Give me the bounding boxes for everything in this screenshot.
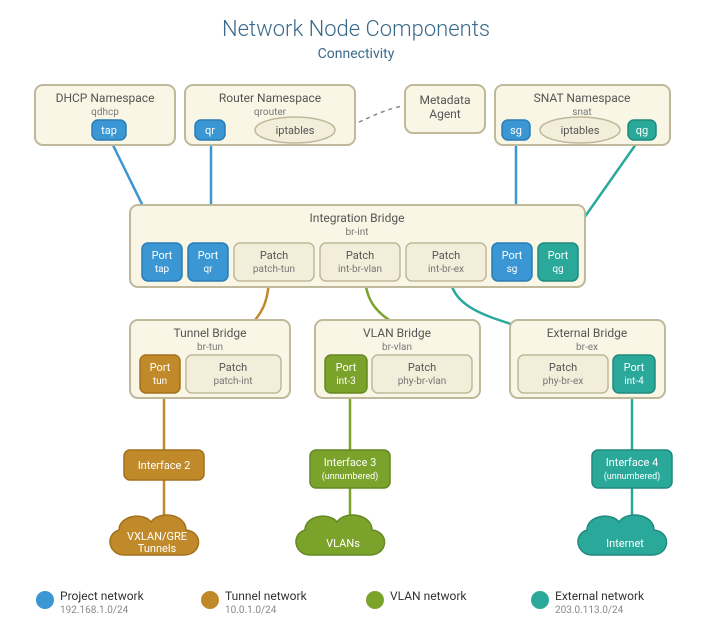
svg-text:patch-int: patch-int	[213, 376, 252, 387]
external-bridge: External Bridge br-ex Patch phy-br-ex Po…	[510, 320, 665, 398]
svg-text:VLAN Bridge: VLAN Bridge	[363, 326, 431, 340]
svg-text:sg: sg	[510, 124, 522, 137]
svg-text:Internet: Internet	[606, 537, 644, 550]
diagram-svg: Network Node Components Connectivity DHC…	[0, 0, 712, 637]
svg-text:203.0.113.0/24: 203.0.113.0/24	[555, 605, 624, 616]
svg-text:tap: tap	[101, 124, 117, 137]
legend-circle-external	[531, 591, 549, 609]
svg-text:Agent: Agent	[429, 107, 461, 121]
svg-text:Integration Bridge: Integration Bridge	[310, 211, 405, 225]
svg-text:Router Namespace: Router Namespace	[219, 91, 321, 105]
svg-text:iptables: iptables	[561, 124, 600, 137]
svg-text:(unnumbered): (unnumbered)	[322, 471, 379, 482]
svg-text:Interface 3: Interface 3	[324, 456, 377, 469]
svg-text:int-3: int-3	[336, 376, 356, 387]
metadata-agent: Metadata Agent	[405, 85, 485, 133]
svg-text:br-vlan: br-vlan	[382, 342, 412, 353]
svg-text:Patch: Patch	[219, 361, 247, 374]
svg-text:Tunnel network: Tunnel network	[225, 589, 308, 603]
svg-text:phy-br-ex: phy-br-ex	[543, 376, 584, 387]
svg-text:Port: Port	[336, 361, 357, 374]
interface-2: Interface 2	[124, 450, 204, 480]
svg-text:qg: qg	[636, 124, 648, 137]
svg-text:Patch: Patch	[549, 361, 577, 374]
dhcp-namespace: DHCP Namespace qdhcp tap	[35, 85, 175, 145]
svg-text:Port: Port	[198, 249, 219, 262]
svg-text:qdhcp: qdhcp	[91, 107, 119, 118]
svg-text:10.0.1.0/24: 10.0.1.0/24	[225, 605, 277, 616]
svg-text:qr: qr	[205, 124, 215, 137]
interface-4: Interface 4 (unnumbered)	[592, 450, 672, 488]
svg-text:Tunnels: Tunnels	[138, 542, 177, 555]
tunnel-bridge: Tunnel Bridge br-tun Port tun Patch patc…	[130, 320, 290, 398]
svg-text:tap: tap	[155, 264, 170, 275]
page-title: Network Node Components	[222, 17, 490, 42]
svg-text:qrouter: qrouter	[254, 107, 287, 118]
svg-text:br-ex: br-ex	[576, 342, 598, 353]
svg-text:Port: Port	[624, 361, 645, 374]
svg-text:sg: sg	[507, 264, 518, 275]
snat-namespace: SNAT Namespace snat sg iptables qg	[495, 85, 670, 145]
vlan-bridge: VLAN Bridge br-vlan Port int-3 Patch phy…	[315, 320, 480, 398]
svg-text:tun: tun	[153, 376, 167, 387]
svg-text:(unnumbered): (unnumbered)	[604, 471, 661, 482]
svg-text:VLAN network: VLAN network	[390, 589, 467, 603]
legend-circle-tunnel	[201, 591, 219, 609]
svg-text:br-tun: br-tun	[197, 342, 223, 353]
svg-text:phy-br-vlan: phy-br-vlan	[398, 376, 447, 387]
svg-text:int-br-vlan: int-br-vlan	[338, 264, 382, 275]
svg-text:iptables: iptables	[276, 124, 315, 137]
router-namespace: Router Namespace qrouter qr iptables	[185, 85, 355, 145]
svg-text:int-br-ex: int-br-ex	[428, 264, 464, 275]
vxlan-cloud: VXLAN/GRE Tunnels	[110, 515, 199, 555]
svg-text:Interface 2: Interface 2	[138, 459, 191, 472]
svg-text:br-int: br-int	[346, 227, 369, 238]
svg-text:int-4: int-4	[624, 376, 644, 387]
svg-text:Patch: Patch	[346, 249, 374, 262]
integration-bridge: Integration Bridge br-int Port tap Port …	[130, 205, 585, 287]
svg-text:Port: Port	[150, 361, 171, 374]
page-subtitle: Connectivity	[318, 46, 395, 62]
svg-text:VLANs: VLANs	[326, 537, 360, 550]
svg-text:Port: Port	[152, 249, 173, 262]
svg-text:SNAT Namespace: SNAT Namespace	[534, 91, 631, 105]
interface-3: Interface 3 (unnumbered)	[310, 450, 390, 488]
vlans-cloud: VLANs	[296, 515, 385, 555]
svg-text:192.168.1.0/24: 192.168.1.0/24	[60, 605, 129, 616]
svg-text:Port: Port	[548, 249, 569, 262]
svg-text:Patch: Patch	[260, 249, 288, 262]
legend-circle-project	[36, 591, 54, 609]
svg-text:Interface 4: Interface 4	[606, 456, 659, 469]
svg-text:qg: qg	[552, 264, 563, 275]
internet-cloud: Internet	[578, 515, 667, 555]
svg-text:Port: Port	[502, 249, 523, 262]
svg-text:patch-tun: patch-tun	[253, 264, 295, 275]
svg-text:DHCP Namespace: DHCP Namespace	[56, 91, 155, 105]
svg-text:Patch: Patch	[432, 249, 460, 262]
svg-text:External network: External network	[555, 589, 645, 603]
legend: Project network 192.168.1.0/24 Tunnel ne…	[36, 589, 645, 616]
legend-circle-vlan	[366, 591, 384, 609]
svg-text:Project network: Project network	[60, 589, 145, 603]
svg-text:qr: qr	[203, 264, 213, 275]
svg-text:Tunnel Bridge: Tunnel Bridge	[173, 326, 246, 340]
svg-text:Patch: Patch	[408, 361, 436, 374]
svg-text:Metadata: Metadata	[419, 93, 470, 107]
svg-text:External Bridge: External Bridge	[547, 326, 628, 340]
